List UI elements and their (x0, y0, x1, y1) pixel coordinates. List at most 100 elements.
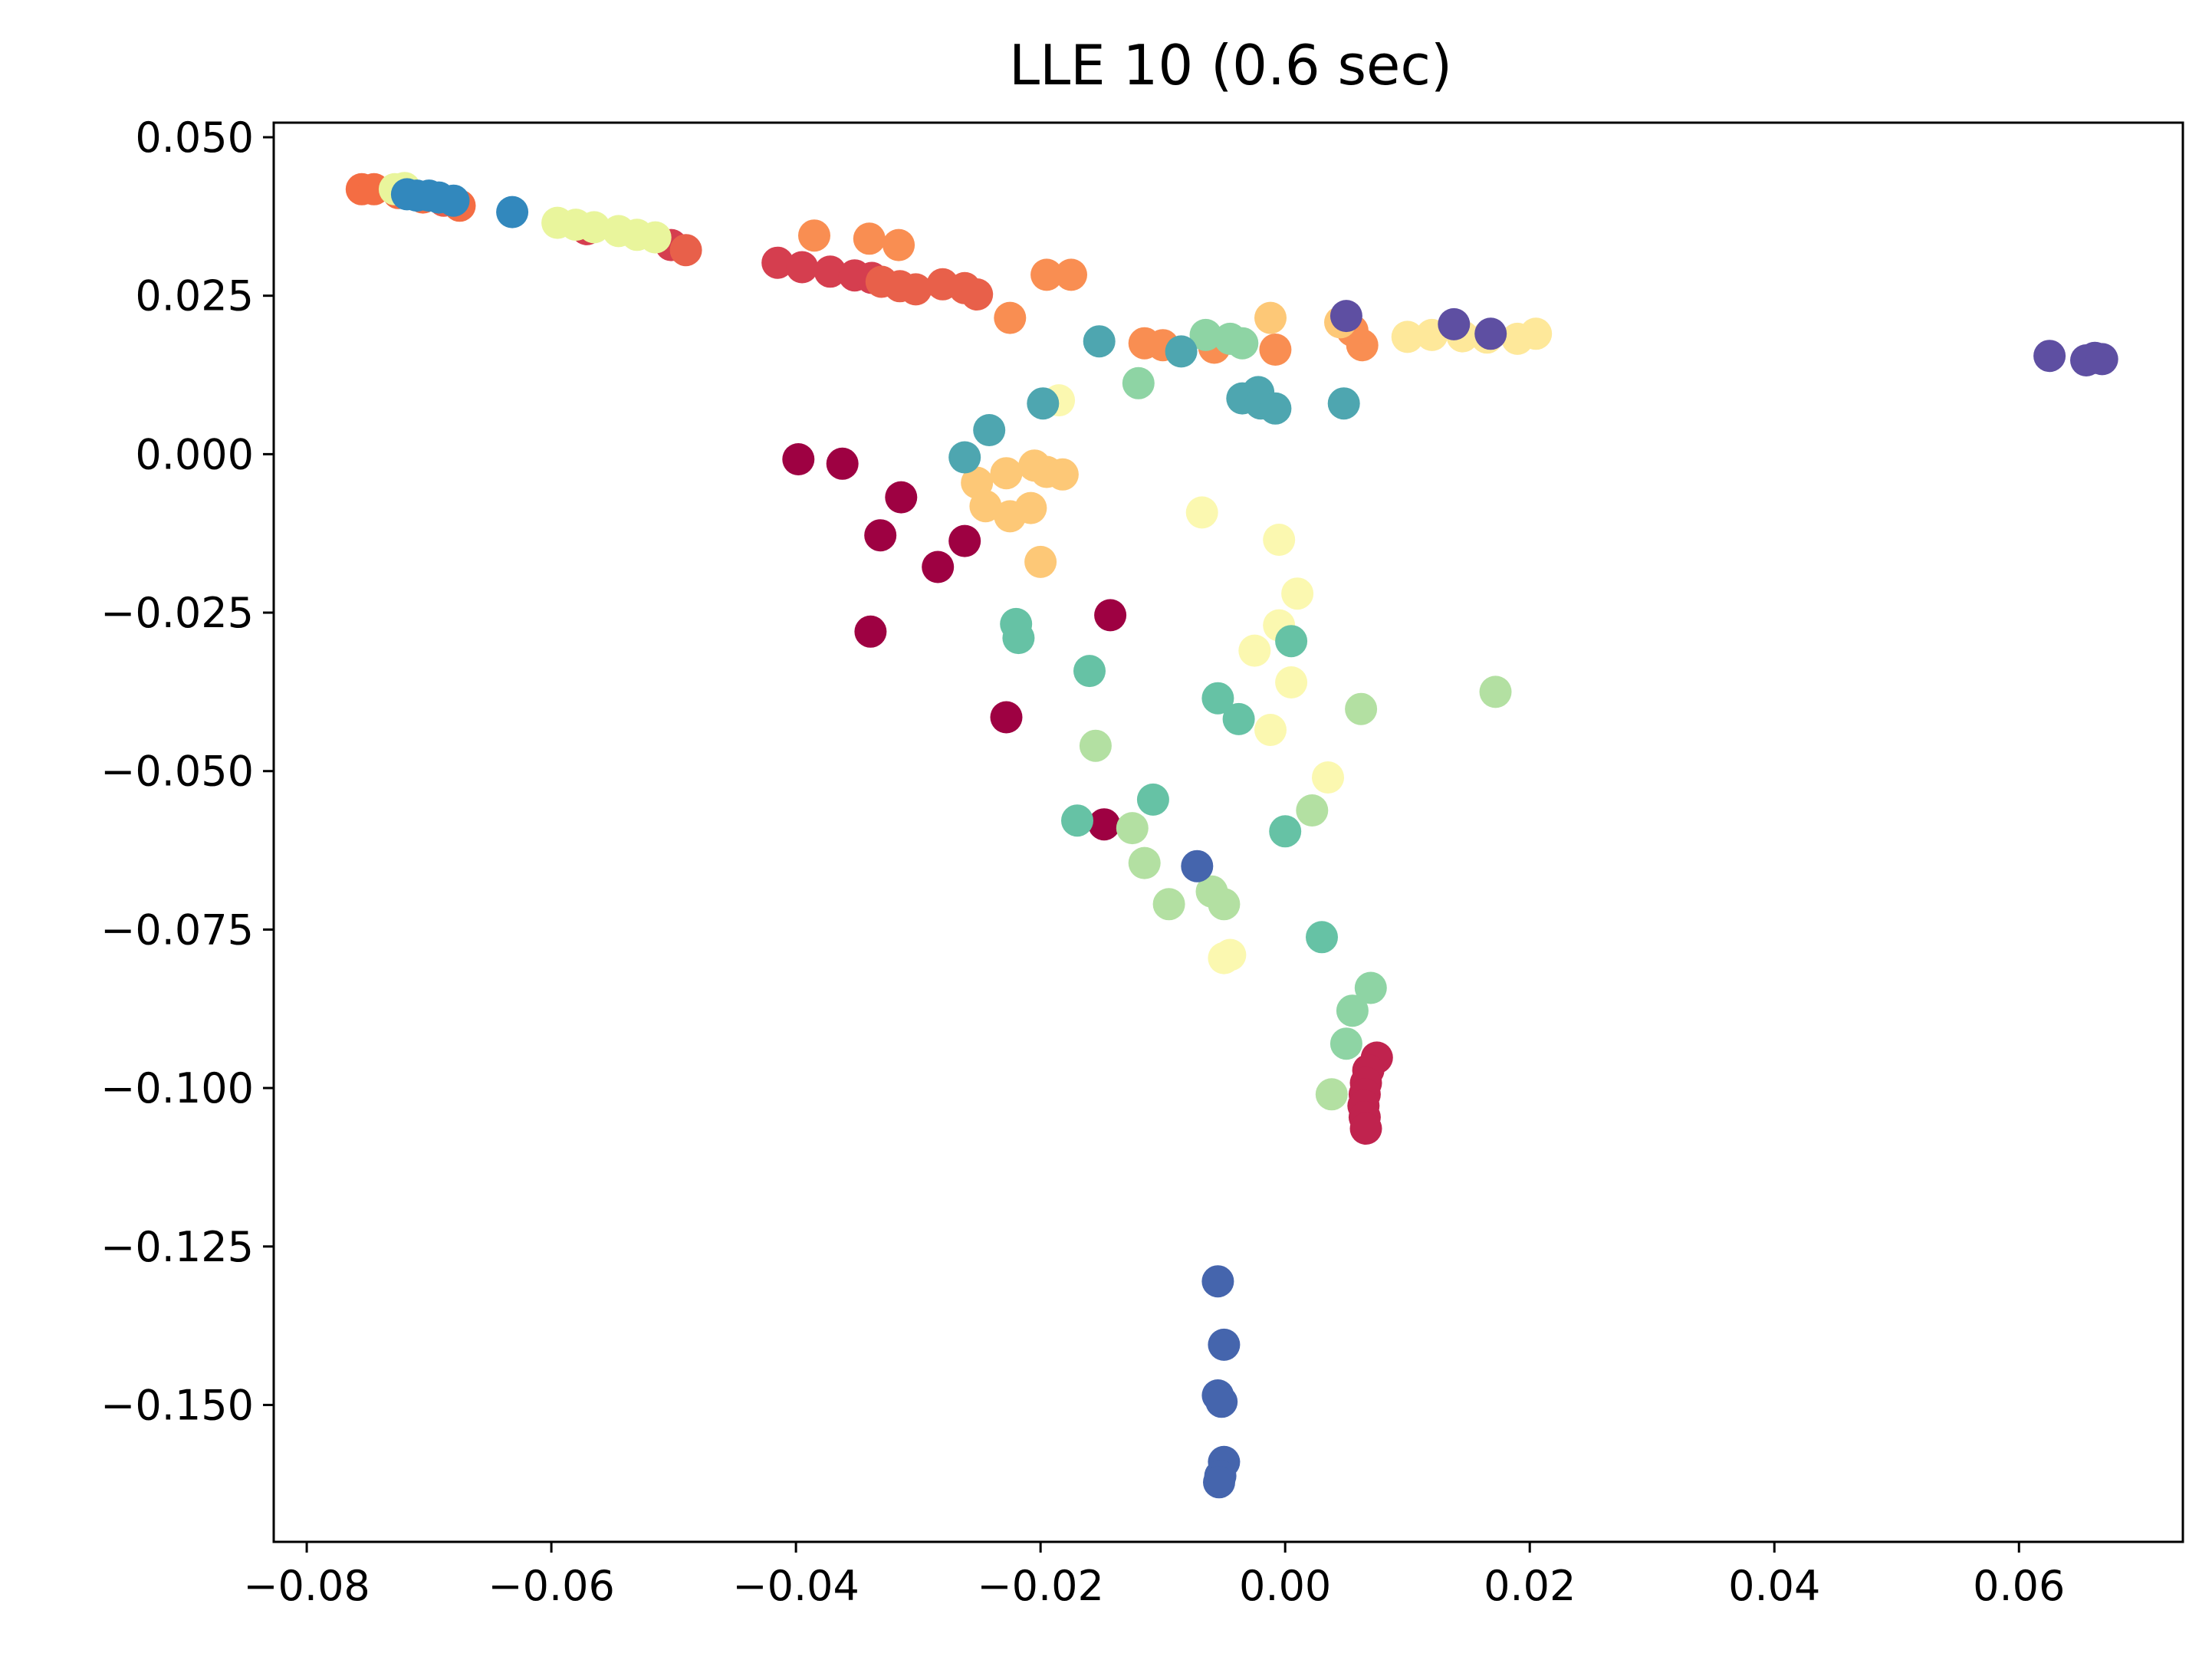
scatter-point (1330, 1027, 1362, 1060)
x-tick-label: −0.02 (977, 1562, 1103, 1610)
scatter-point (669, 234, 702, 267)
scatter-point (1275, 625, 1308, 658)
x-tick-label: 0.02 (1484, 1562, 1576, 1610)
scatter-point (1474, 317, 1507, 350)
y-tick-label: −0.125 (100, 1223, 254, 1271)
scatter-point (1238, 634, 1271, 667)
scatter-point (1208, 1328, 1241, 1361)
scatter-point (1263, 524, 1296, 556)
y-tick-label: −0.075 (100, 905, 254, 954)
scatter-point (1014, 491, 1047, 524)
x-tick-label: 0.00 (1239, 1562, 1331, 1610)
scatter-point (1079, 729, 1112, 762)
scatter-point (786, 251, 819, 284)
plot-frame (272, 121, 2184, 1543)
scatter-point (1189, 318, 1222, 351)
scatter-point (1438, 307, 1471, 340)
scatter-point (1185, 496, 1218, 529)
scatter-point (2033, 340, 2066, 373)
scatter-point (1281, 577, 1314, 610)
scatter-point (1055, 258, 1087, 291)
scatter-point (1205, 1385, 1238, 1418)
scatter-point (1201, 682, 1234, 715)
scatter-point (1203, 1466, 1235, 1499)
scatter-point (1083, 325, 1116, 358)
scatter-point (761, 246, 794, 279)
chart-title: LLE 10 (0.6 sec) (1009, 33, 1452, 97)
scatter-point (496, 196, 529, 228)
scatter-point (854, 615, 887, 648)
scatter-point (577, 211, 610, 244)
scatter-point (1073, 655, 1106, 688)
scatter-point (1312, 761, 1344, 794)
scatter-point (1269, 815, 1302, 848)
x-tick-label: 0.04 (1728, 1562, 1820, 1610)
scatter-point (1391, 320, 1424, 353)
scatter-point (2085, 343, 2118, 376)
scatter-point (853, 222, 886, 255)
scatter-point (1165, 335, 1198, 368)
scatter-point (1479, 675, 1512, 708)
y-tick-label: −0.100 (100, 1064, 254, 1113)
scatter-point (994, 301, 1027, 334)
scatter-point (1315, 1078, 1348, 1111)
y-tick-label: −0.050 (100, 748, 254, 796)
scatter-point (1330, 300, 1362, 333)
x-tick-label: −0.06 (488, 1562, 614, 1610)
scatter-point (1336, 994, 1369, 1027)
scatter-point (1259, 334, 1292, 366)
scatter-point (1222, 702, 1255, 735)
points-layer (345, 172, 2118, 1499)
x-axis-ticks: −0.08 −0.06 −0.04 −0.02 0.00 0.02 0.04 0.06 (243, 1542, 2065, 1610)
x-tick-label: −0.08 (243, 1562, 370, 1610)
scatter-point (990, 457, 1023, 490)
scatter-point (1208, 888, 1241, 921)
scatter-point (1254, 714, 1287, 746)
scatter-point (1520, 317, 1553, 350)
scatter-point (973, 414, 1006, 446)
scatter-point (990, 701, 1023, 734)
scatter-point (1296, 794, 1329, 827)
scatter-point (922, 550, 955, 583)
scatter-point (899, 273, 932, 306)
scatter-point (1259, 392, 1292, 425)
scatter-point (882, 228, 915, 261)
scatter-point (864, 519, 897, 552)
scatter-point (1152, 888, 1185, 921)
scatter-point (1327, 387, 1360, 420)
scatter-point (1088, 808, 1121, 841)
scatter-point (1306, 921, 1338, 954)
scatter-point (1181, 850, 1214, 882)
scatter-point (813, 255, 846, 288)
scatter-point (1345, 692, 1378, 725)
y-tick-label: 0.025 (135, 272, 254, 320)
scatter-point (1046, 458, 1079, 491)
scatter-point (961, 278, 994, 311)
scatter-point (1275, 666, 1308, 698)
scatter-point (1027, 387, 1060, 420)
scatter-point (1061, 804, 1093, 837)
scatter-point (1354, 971, 1387, 1004)
scatter-point (798, 219, 830, 252)
y-tick-label: 0.050 (135, 113, 254, 162)
scatter-point (1030, 258, 1063, 291)
scatter-point (885, 481, 918, 514)
scatter-point (1254, 301, 1287, 334)
scatter-point (1024, 545, 1057, 578)
scatter-point (969, 490, 1002, 523)
scatter-point (1128, 846, 1161, 879)
scatter-point (782, 443, 815, 475)
scatter-point (1208, 942, 1241, 974)
x-tick-label: −0.04 (732, 1562, 859, 1610)
scatter-point (826, 447, 859, 480)
y-axis-ticks: 0.050 0.025 0.000 −0.025 −0.050 −0.075 −0.100 −… (100, 113, 274, 1429)
scatter-point (1349, 1113, 1382, 1145)
scatter-point (1136, 783, 1169, 816)
y-tick-label: −0.025 (100, 589, 254, 637)
scatter-point (1226, 327, 1259, 360)
scatter-point (1122, 366, 1155, 399)
scatter-point (1201, 1265, 1234, 1298)
scatter-point (1116, 812, 1149, 845)
y-tick-label: −0.150 (100, 1381, 254, 1429)
